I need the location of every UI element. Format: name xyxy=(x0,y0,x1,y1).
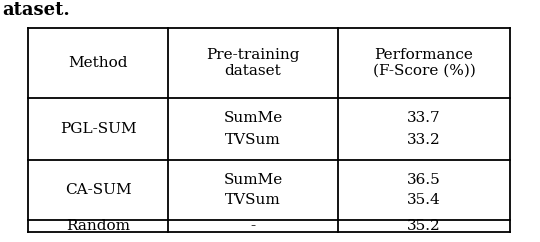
Text: 35.2: 35.2 xyxy=(407,219,441,233)
Text: Performance
(F-Score (%)): Performance (F-Score (%)) xyxy=(373,48,475,78)
Text: -: - xyxy=(251,219,255,233)
Text: PGL-SUM: PGL-SUM xyxy=(60,122,136,136)
Text: ataset.: ataset. xyxy=(2,1,70,19)
Text: Random: Random xyxy=(66,219,130,233)
Text: SumMe: SumMe xyxy=(224,112,282,125)
Text: SumMe: SumMe xyxy=(224,173,282,187)
Text: 33.2: 33.2 xyxy=(407,133,441,147)
Text: Method: Method xyxy=(68,56,128,70)
Text: 36.5: 36.5 xyxy=(407,173,441,187)
Text: Pre-training
dataset: Pre-training dataset xyxy=(206,48,300,78)
Text: TVSum: TVSum xyxy=(225,193,281,207)
Text: 35.4: 35.4 xyxy=(407,193,441,207)
Text: 33.7: 33.7 xyxy=(407,112,441,125)
Text: TVSum: TVSum xyxy=(225,133,281,147)
Text: CA-SUM: CA-SUM xyxy=(65,183,131,197)
